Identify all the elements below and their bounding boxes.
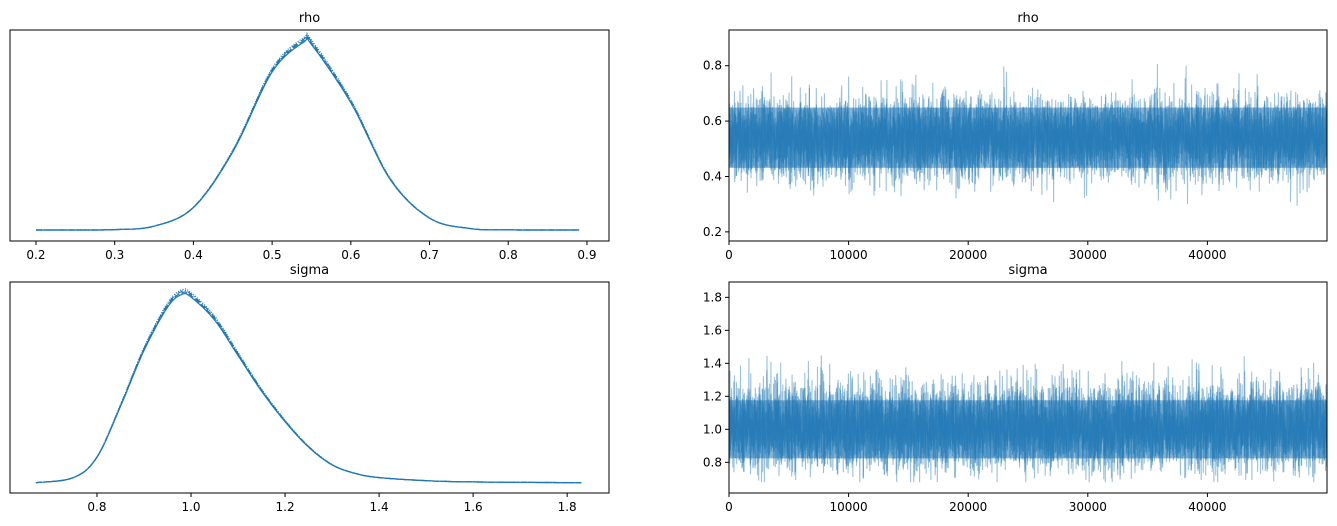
x-tick-label: 30000 [1069,500,1107,514]
density-line-chain-1 [35,291,582,484]
x-tick-label: 0 [725,248,733,262]
x-tick-label: 1.4 [370,500,389,514]
axes-frame [728,29,1328,242]
plot-area [729,63,1327,206]
axes-frame [9,29,610,242]
density-line-chain-1 [36,35,580,231]
x-tick-label: 30000 [1069,248,1107,262]
trace-dense-band [729,107,1327,168]
x-tick-label: 1.0 [181,500,200,514]
x-tick-label: 0.9 [577,248,596,262]
panel-title: sigma [290,263,329,278]
y-tick-label: 1.2 [703,389,722,403]
x-tick-label: 0.4 [184,248,203,262]
y-tick-label: 0.4 [703,169,722,183]
x-tick-label: 0.2 [26,248,45,262]
x-tick-label: 0 [725,500,733,514]
panel-rho-density: rho 0.2 0.3 0.4 0.5 0.6 0.7 0.8 0.9 [9,11,610,262]
plot-area [729,355,1327,483]
y-tick-label: 0.8 [703,455,722,469]
axes-frame [9,281,610,494]
x-tick-label: 0.3 [105,248,124,262]
y-tick-label: 0.2 [703,225,722,239]
panel-sigma-density: sigma 0.8 1.0 1.2 1.4 1.6 1.8 [9,263,610,514]
axes-frame [728,281,1328,494]
panel-title: sigma [1008,263,1047,278]
trace-dense-band [729,400,1327,459]
x-tick-label: 20000 [949,248,987,262]
x-tick-label: 0.8 [87,500,106,514]
x-tick-label: 1.6 [464,500,483,514]
plot-area [36,32,580,231]
x-tick-label: 0.5 [263,248,282,262]
panel-title: rho [1017,11,1038,26]
x-tick-label: 1.8 [558,500,577,514]
plot-area [35,288,582,484]
x-tick-label: 1.2 [276,500,295,514]
y-tick-label: 1.4 [703,356,722,370]
x-tick-label: 40000 [1188,248,1226,262]
x-tick-label: 40000 [1188,500,1226,514]
y-tick-label: 1.6 [703,323,722,337]
x-tick-label: 10000 [830,248,868,262]
x-tick-label: 20000 [949,500,987,514]
x-tick-label: 0.7 [420,248,439,262]
density-line-chain-2 [36,33,580,231]
density-line-chain-0 [35,292,582,484]
panel-title: rho [299,11,320,26]
density-line-chain-3 [35,288,582,484]
x-tick-label: 0.6 [341,248,360,262]
y-tick-label: 1.8 [703,290,722,304]
y-tick-label: 0.8 [703,59,722,73]
density-line-chain-3 [36,32,580,231]
x-tick-label: 0.8 [499,248,518,262]
y-tick-label: 0.6 [703,114,722,128]
density-line-chain-0 [36,36,580,231]
y-tick-label: 1.0 [703,422,722,436]
panel-sigma-trace: sigma 0 10000 20000 30000 40000 0.8 1.0 1.2 1.4 1.… [703,263,1328,514]
x-tick-label: 10000 [830,500,868,514]
panel-rho-trace: rho 0 10000 20000 30000 40000 0.2 0.4 0.6 0.8 [703,11,1328,262]
density-line-chain-2 [35,289,582,484]
